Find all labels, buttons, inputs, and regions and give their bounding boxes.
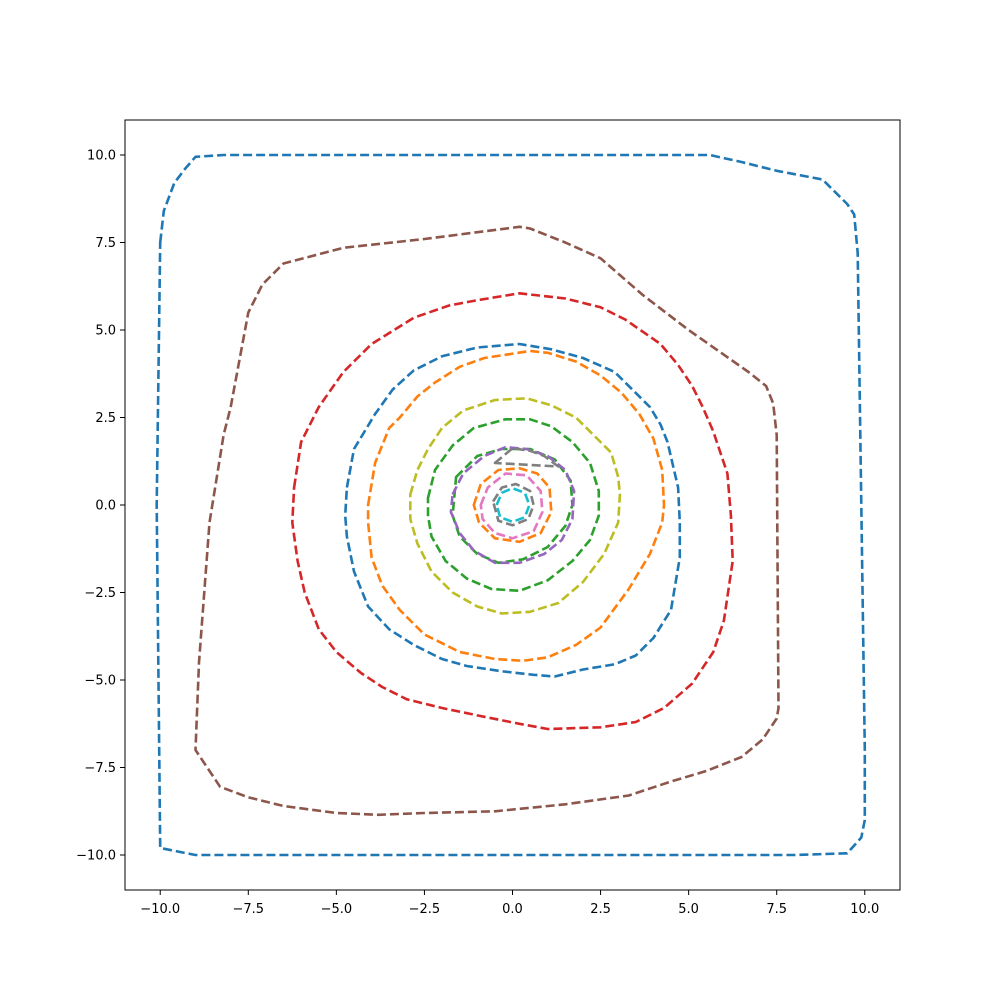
contour-line-6 [409, 397, 622, 615]
y-tick-label: −5.0 [84, 674, 116, 689]
series-layer [155, 153, 867, 857]
y-tick-label: 2.5 [95, 411, 116, 426]
y-tick-label: −2.5 [84, 586, 116, 601]
contour-line-3 [291, 292, 734, 731]
contour-line-14 [495, 486, 531, 524]
y-tick-label: −7.5 [84, 761, 116, 776]
y-tick-label: 7.5 [95, 236, 116, 251]
contour-line-4 [343, 342, 682, 678]
y-tick-label: −10.0 [76, 849, 116, 864]
contour-line-8 [451, 447, 574, 565]
contour-line-10 [493, 447, 560, 468]
contour-line-11 [472, 467, 553, 544]
x-tick-label: 5.0 [678, 902, 699, 917]
x-tick-label: −5.0 [321, 902, 353, 917]
x-tick-label: 10.0 [850, 902, 879, 917]
x-tick-label: −2.5 [409, 902, 441, 917]
y-tick-label: 5.0 [95, 324, 116, 339]
x-tick-label: 2.5 [590, 902, 611, 917]
y-tick-label: 0.0 [95, 499, 116, 514]
contour-line-12 [479, 472, 544, 540]
x-tick-label: 7.5 [766, 902, 787, 917]
contour-line-1 [155, 153, 867, 857]
y-tick-label: 10.0 [87, 149, 116, 164]
x-tick-label: 0.0 [502, 902, 523, 917]
y-axis: −10.0 −7.5 −5.0 −2.5 0.0 2.5 5.0 7.5 10.0 [76, 149, 125, 864]
x-tick-label: −10.0 [140, 902, 180, 917]
x-tick-label: −7.5 [233, 902, 265, 917]
contour-line-7 [426, 418, 601, 593]
contour-line-2 [194, 225, 780, 817]
contour-line-9 [449, 445, 576, 565]
contour-line-5 [366, 349, 666, 663]
x-axis: −10.0 −7.5 −5.0 −2.5 0.0 2.5 5.0 7.5 10.0 [140, 890, 879, 917]
contour-line-13 [491, 482, 535, 527]
